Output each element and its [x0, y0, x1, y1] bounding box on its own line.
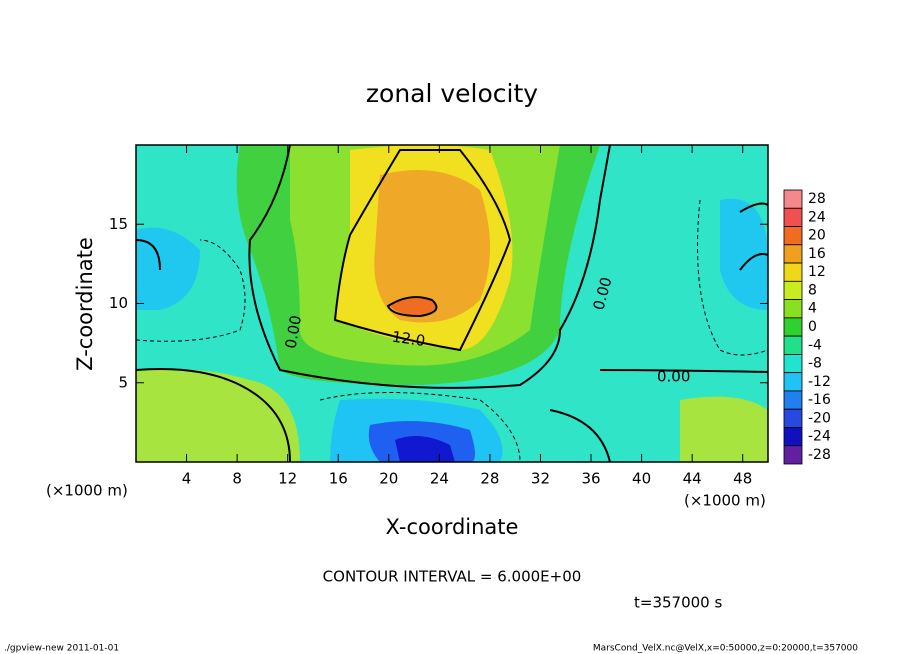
colorbar-box — [783, 207, 803, 227]
y-axis-label: Z-coordinate — [73, 237, 97, 371]
colorbar-box — [783, 244, 803, 264]
x-tick-label: 24 — [430, 470, 449, 488]
colorbar-label: 12 — [808, 264, 826, 280]
colorbar-box — [783, 427, 803, 447]
colorbar-box — [783, 299, 803, 319]
colorbar-label: -24 — [808, 429, 831, 445]
x-tick-label: 32 — [531, 470, 550, 488]
colorbar-box — [783, 372, 803, 392]
x-tick-label: 40 — [632, 470, 651, 488]
x-unit: (×1000 m) — [684, 492, 766, 510]
colorbar-box — [783, 390, 803, 410]
x-tick-label: 20 — [379, 470, 398, 488]
colorbar-box — [783, 262, 803, 282]
colorbar-box — [783, 408, 803, 428]
x-tick-label: 4 — [182, 470, 192, 488]
colorbar-box — [783, 226, 803, 246]
x-axis-label: X-coordinate — [386, 515, 519, 539]
contour-interval: CONTOUR INTERVAL = 6.000E+00 — [323, 568, 582, 586]
x-unit: (×1000 m) — [46, 482, 128, 500]
colorbar-box — [783, 280, 803, 301]
colorbar-label: 8 — [808, 282, 817, 298]
colorbar-box — [783, 317, 803, 337]
contour-label: 0.00 — [657, 368, 690, 386]
colorbar-label: 4 — [808, 301, 817, 317]
chart-title: zonal velocity — [366, 79, 538, 108]
x-tick-label: 8 — [232, 470, 242, 488]
field — [136, 145, 768, 462]
x-tick-label: 28 — [480, 470, 499, 488]
x-tick-label: 12 — [278, 470, 297, 488]
colorbar-label: 20 — [808, 228, 826, 244]
colorbar-label: -16 — [808, 392, 831, 408]
colorbar-label: -4 — [808, 337, 822, 353]
colorbar-box — [783, 445, 803, 465]
colorbar-label: -20 — [808, 410, 831, 426]
y-tick-label: 10 — [109, 294, 128, 312]
colorbar-label: -12 — [808, 374, 831, 390]
colorbar-label: 28 — [808, 191, 826, 207]
colorbar-label: 16 — [808, 246, 826, 262]
x-tick-label: 44 — [683, 470, 702, 488]
time-label: t=357000 s — [634, 594, 722, 612]
x-tick-label: 16 — [329, 470, 348, 488]
colorbar-box — [783, 189, 803, 209]
colorbar-box — [783, 335, 803, 355]
colorbar-box — [783, 353, 803, 374]
x-tick-label: 36 — [581, 470, 600, 488]
contour-label: 0.00 — [282, 314, 306, 350]
colorbar-label: -28 — [808, 447, 831, 463]
footer: MarsCond_VelX.nc@VelX,x=0:50000,z=0:2000… — [593, 644, 858, 654]
y-tick-label: 15 — [109, 215, 128, 233]
y-tick-label: 5 — [118, 373, 128, 391]
colorbar-label: -8 — [808, 356, 822, 372]
contour-label: 12.0 — [391, 328, 427, 350]
footer: ./gpview-new 2011-01-01 — [4, 644, 119, 654]
x-tick-label: 48 — [733, 470, 752, 488]
colorbar-label: 24 — [808, 209, 826, 225]
colorbar-label: 0 — [808, 319, 817, 335]
